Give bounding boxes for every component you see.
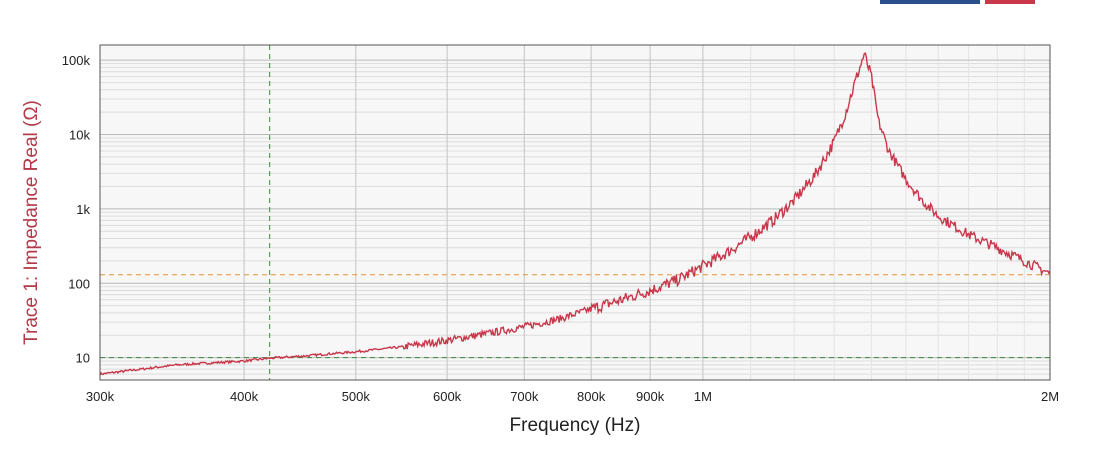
y-tick-label: 10	[76, 351, 90, 366]
major-grid	[99, 45, 1051, 380]
x-tick-label: 400k	[230, 389, 259, 404]
x-tick-label: 900k	[636, 389, 665, 404]
y-tick-labels: 10 100 1k 10k 100k	[62, 53, 91, 365]
x-tick-label: 800k	[577, 389, 606, 404]
x-tick-label: 500k	[342, 389, 371, 404]
x-tick-label: 1M	[694, 389, 712, 404]
x-tick-label: 300k	[86, 389, 115, 404]
trace-1-line	[99, 52, 1051, 376]
cursor-lines	[100, 45, 1050, 380]
x-tick-label: 600k	[433, 389, 462, 404]
plot-border	[99, 44, 1051, 381]
logo-bar-blue	[880, 0, 980, 4]
x-tick-label: 700k	[510, 389, 539, 404]
y-tick-label: 100k	[62, 53, 91, 68]
logo-bar-red	[985, 0, 1035, 4]
y-tick-label: 1k	[76, 202, 90, 217]
x-axis-title: Frequency (Hz)	[510, 415, 641, 436]
x-tick-labels: 300k 400k 500k 600k 700k 800k 900k 1M 2M	[86, 389, 1059, 404]
y-tick-label: 10k	[69, 128, 90, 143]
y-tick-label: 100	[68, 276, 90, 291]
y-axis-title: Trace 1: Impedance Real (Ω)	[21, 100, 42, 345]
x-tick-label: 2M	[1041, 389, 1059, 404]
minor-grid	[100, 45, 1050, 380]
